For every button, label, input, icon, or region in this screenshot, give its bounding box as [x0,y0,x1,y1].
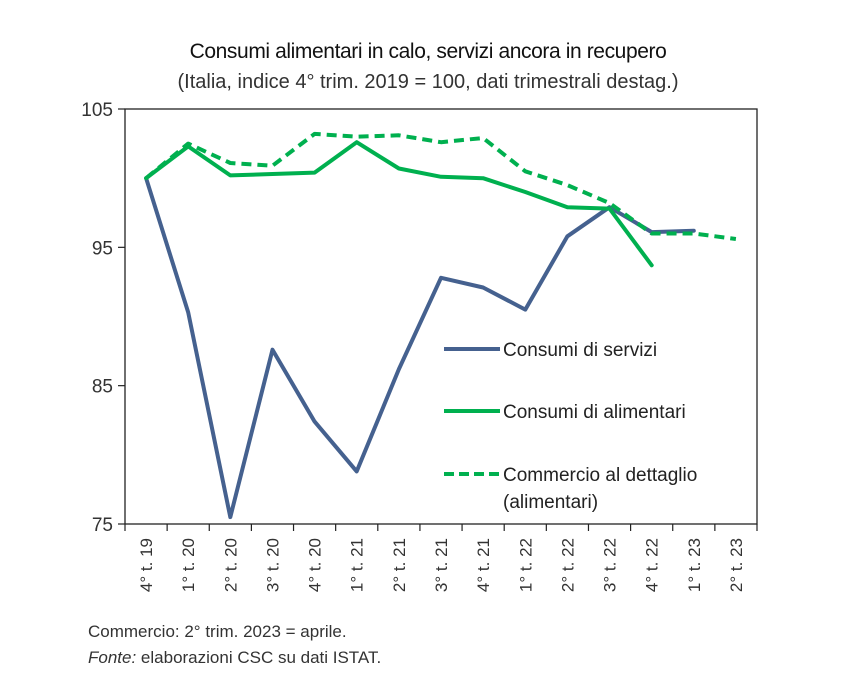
source-label: Fonte: [88,648,137,667]
legend-label-line2: (alimentari) [503,492,598,513]
x-tick-label: 2° t. 23 [727,538,746,592]
x-tick-label: 1° t. 23 [685,538,704,592]
x-tick-label: 2° t. 20 [221,538,240,592]
x-tick-label: 1° t. 21 [348,538,367,592]
chart-subtitle: (Italia, indice 4° trim. 2019 = 100, dat… [177,71,679,93]
legend-label: Consumi di servizi [503,340,657,361]
x-tick-label: 3° t. 20 [263,538,282,592]
y-tick-label: 105 [81,100,113,121]
series-lines [144,131,737,520]
x-tick-label: 1° t. 20 [179,538,198,592]
series-line-1 [144,140,654,268]
x-tick-label: 4° t. 21 [474,538,493,592]
x-tick-label: 2° t. 22 [558,538,577,592]
y-tick-label: 85 [92,377,113,398]
y-tick-label: 95 [92,238,113,259]
x-tick-label: 1° t. 22 [516,538,535,592]
legend-label: Commercio al dettaglio [503,465,697,486]
footer-note: Commercio: 2° trim. 2023 = aprile. [88,622,347,641]
x-tick-label: 4° t. 20 [306,538,325,592]
x-tick-label: 2° t. 21 [390,538,409,592]
legend: Consumi di servizi Consumi di alimentari C… [444,340,697,513]
y-tick-label: 75 [92,515,113,536]
legend-label: Consumi di alimentari [503,402,686,423]
axes: 75 85 95 105 4° t. 19 1° t. 20 2° t. 20 3° t. 2… [81,100,758,592]
x-tick-label: 3° t. 22 [601,538,620,592]
x-tick-label: 3° t. 21 [432,538,451,592]
x-tick-label: 4° t. 19 [137,538,156,592]
source-text: elaborazioni CSC su dati ISTAT. [136,648,382,667]
x-tick-label: 4° t. 22 [643,538,662,592]
series-line-2 [144,131,737,241]
plot-frame [124,108,758,525]
footer-source: Fonte: elaborazioni CSC su dati ISTAT. [88,648,381,668]
series-line-0 [144,176,696,520]
chart-title: Consumi alimentari in calo, servizi anco… [189,40,667,63]
